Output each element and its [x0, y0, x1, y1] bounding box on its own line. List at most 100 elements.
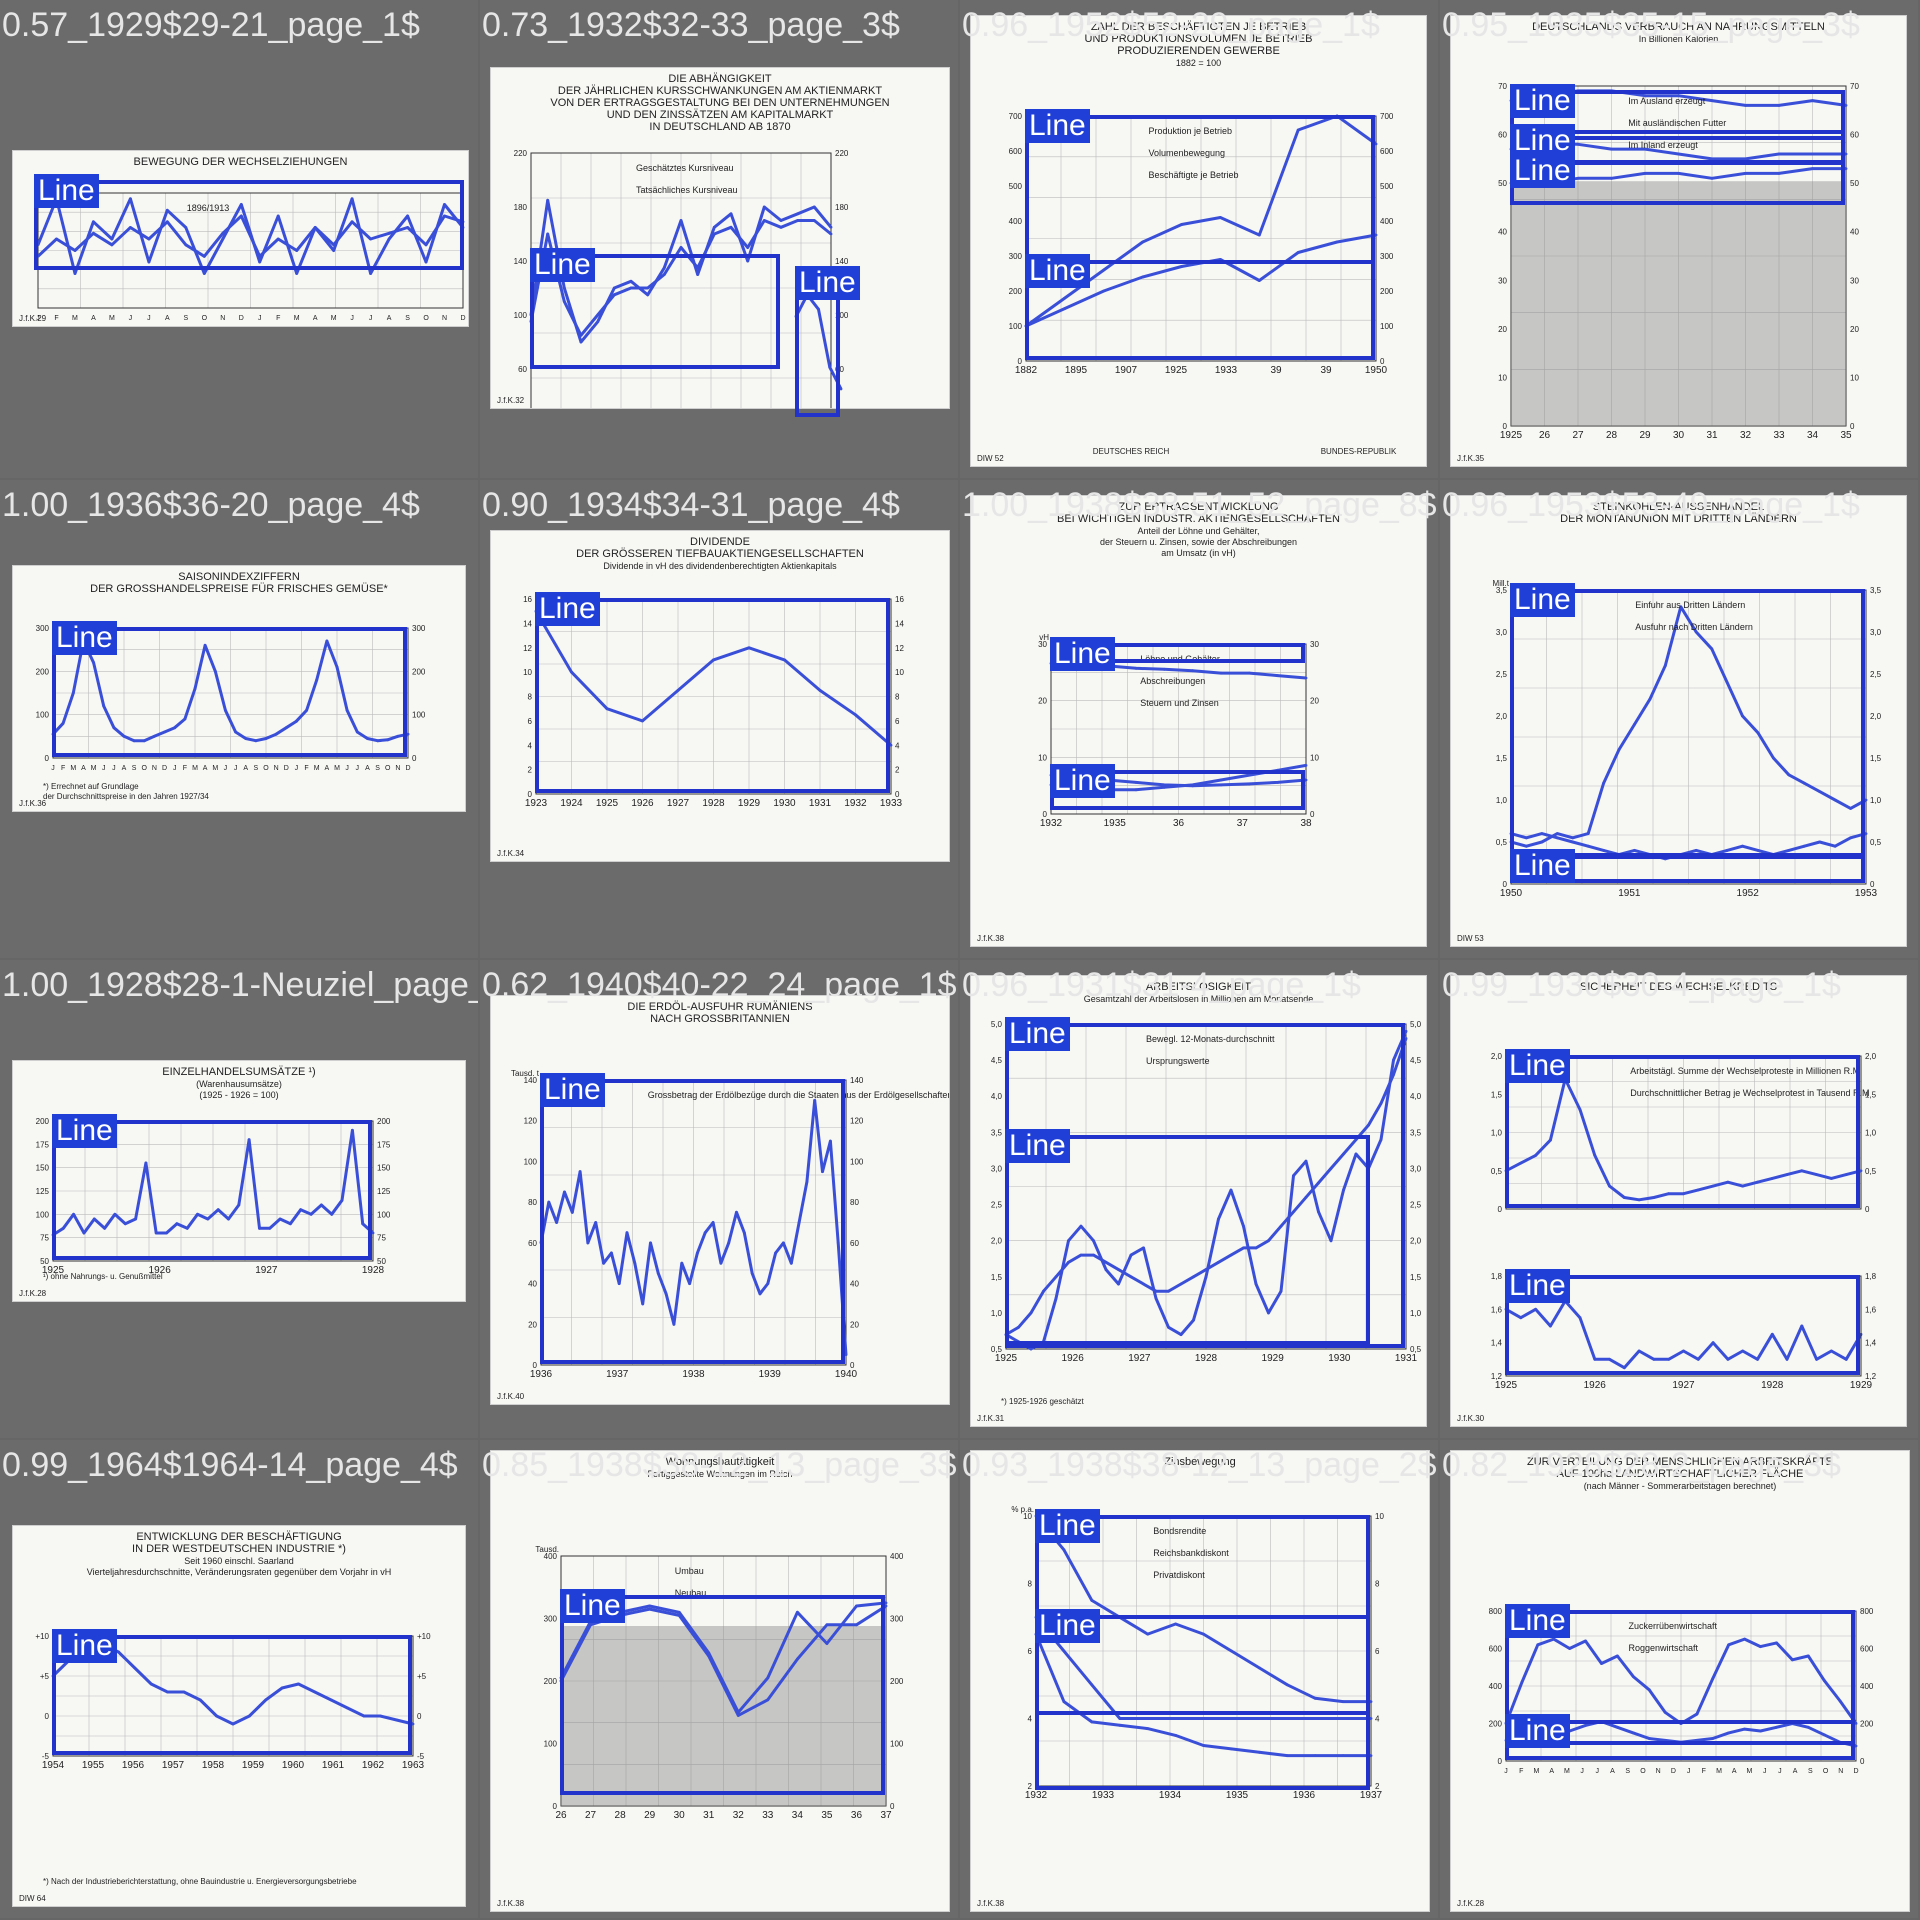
detection-box[interactable]: [52, 1120, 372, 1260]
y-tick-label: 2: [1375, 1782, 1380, 1791]
detection-class-tag: Line: [1035, 1609, 1100, 1643]
y-tick-label: 3,0: [991, 1164, 1003, 1173]
detection-box[interactable]: [1505, 1055, 1860, 1208]
data-point: [1694, 630, 1698, 634]
footer-code: J.f.K.31: [977, 1414, 1005, 1423]
y-tick-label: 70: [1498, 82, 1507, 91]
x-tick-label: 1925: [1500, 430, 1523, 441]
x-tick-label: 32: [733, 1810, 745, 1821]
x-tick-label: 1959: [242, 1760, 265, 1771]
data-point: [1054, 1297, 1058, 1300]
y-tick-label: 1,5: [1865, 1090, 1877, 1099]
data-point: [711, 1221, 715, 1224]
data-point: [1800, 1169, 1804, 1173]
data-point: [216, 1208, 220, 1212]
detection-box[interactable]: [1005, 1135, 1370, 1345]
data-point: [332, 243, 336, 247]
data-point: [797, 1221, 801, 1224]
data-point: [1180, 223, 1183, 226]
y-tick-label: +5: [40, 1672, 50, 1681]
data-point: [629, 279, 633, 283]
data-point: [736, 1710, 740, 1714]
y-tick-label: 10: [895, 668, 904, 677]
x-tick-label: M: [314, 765, 320, 772]
chart-tile[interactable]: 0.99_1964$1964-14_page_4$ ENTWICKLUNG DER…: [0, 1440, 478, 1918]
chart-tile[interactable]: 1.00_1928$28-1-Neuziel_page_2$ EINZELHAND…: [0, 960, 478, 1438]
chart-tile[interactable]: 0.62_1940$40-22_24_page_1$ DIE ERDÖL-AUSF…: [480, 960, 958, 1438]
x-tick-label: 26: [555, 1810, 567, 1821]
data-point: [712, 658, 715, 662]
chart-tile[interactable]: 0.82_1928$28-2_page_3$ ZUR VERTEILUNG DER…: [1440, 1440, 1918, 1918]
x-tick-label: 37: [1237, 818, 1249, 829]
chart-tile[interactable]: 0.90_1934$34-31_page_4$ DIVIDENDE DER GRÖS…: [480, 480, 958, 958]
chart-tile[interactable]: 0.95_1935$35-15_page_3$ DEUTSCHLANDS VERB…: [1440, 0, 1918, 478]
y-tick-label: 100: [412, 711, 426, 720]
data-point: [672, 1322, 676, 1326]
data-point: [1341, 1717, 1345, 1720]
y-tick-label: 800: [1489, 1607, 1503, 1616]
detection-box[interactable]: [1035, 1615, 1370, 1790]
data-point: [779, 219, 783, 222]
chart-title: NACH GROSSBRITANNIEN: [650, 1013, 790, 1025]
y-tick-label: 10: [523, 668, 532, 677]
y-tick-label: 0,5: [1496, 838, 1508, 847]
data-point: [276, 237, 280, 241]
data-point: [1179, 1282, 1183, 1286]
data-point: [1727, 1643, 1731, 1647]
y-tick-label: 20: [850, 1320, 859, 1329]
data-point: [1329, 1167, 1333, 1170]
data-point: [92, 661, 95, 665]
data-point: [1815, 1357, 1818, 1361]
chart-tile[interactable]: 1.00_1938$38-51_52_page_8$ ZUR ERTRAGSENT…: [960, 480, 1438, 958]
data-point: [1154, 1289, 1158, 1293]
y-tick-label: 1,0: [1491, 1129, 1503, 1138]
x-tick-label: A: [91, 315, 96, 322]
data-point: [332, 249, 336, 252]
data-point: [386, 738, 390, 742]
chart-tile[interactable]: 0.96_1952$52-29_page_1$ ZAHL DER BESCHÄFT…: [960, 0, 1438, 478]
data-point: [72, 1212, 75, 1216]
data-point: [92, 1217, 96, 1221]
data-point: [254, 739, 258, 743]
chart-tile[interactable]: 0.57_1929$29-21_page_1$ BEWEGUNG DER WECH…: [0, 0, 478, 478]
detection-box[interactable]: [560, 1595, 885, 1795]
data-point: [92, 220, 95, 224]
detection-box[interactable]: [530, 254, 780, 369]
detection-box[interactable]: [1025, 260, 1375, 360]
x-tick-label: F: [61, 765, 65, 772]
chart-title: ENTWICKLUNG DER BESCHÄFTIGUNG: [136, 1531, 341, 1543]
chart-tile[interactable]: 0.93_1938$38-12_13_page_2$ Zinsbewegung 19…: [960, 1440, 1438, 1918]
data-point: [641, 1302, 645, 1306]
data-point: [1854, 1722, 1858, 1725]
detection-box[interactable]: [1510, 589, 1865, 857]
y-tick-label: 200: [890, 1677, 904, 1686]
chart-tile[interactable]: 1.00_1936$36-20_page_4$ SAISONINDEXZIFFER…: [0, 480, 478, 958]
chart-svg: SICHERHEIT DES WECHSELKREDITS 1925 1926 192…: [1457, 981, 1877, 1423]
data-point: [231, 1722, 235, 1726]
data-point: [884, 1604, 888, 1608]
detection-box[interactable]: [1505, 1610, 1855, 1745]
chart-tile[interactable]: 0.99_1930$30-4_page_1$ SICHERHEIT DES WEC…: [1440, 960, 1918, 1438]
data-point: [1830, 1177, 1833, 1180]
detection-box[interactable]: [52, 1635, 412, 1755]
chart-tile[interactable]: 0.96_1931$31-4_page_1$ ARBEITSLOSIGKEIT Ge…: [960, 960, 1438, 1438]
chart-tile[interactable]: 0.73_1932$32-33_page_3$ DIE ABHÄNGIGKEIT D…: [480, 0, 958, 478]
x-tick-label: N: [152, 765, 157, 772]
tile-filename-label: 0.57_1929$29-21_page_1$: [2, 6, 420, 44]
detection-box[interactable]: [52, 627, 407, 757]
chart-tile[interactable]: 0.96_1953$53-49_page_1$ STEINKOHLEN-AUSSE…: [1440, 480, 1918, 958]
y-tick-label: 100: [1380, 322, 1394, 331]
chart-tile[interactable]: 0.85_1938$38-12_13_page_3$ Wohnungsbautät…: [480, 1440, 958, 1918]
detection-box[interactable]: [540, 1079, 845, 1364]
data-point: [1696, 1357, 1700, 1361]
x-tick-label: M: [1716, 1768, 1722, 1775]
detection-box[interactable]: [1505, 1275, 1860, 1375]
detection-box[interactable]: [535, 598, 890, 793]
scanned-chart-page: DEUTSCHLANDS VERBRAUCH AN NAHRUNGSMITTEL…: [1450, 15, 1907, 467]
annotation: Einfuhr aus Dritten Ländern: [1635, 600, 1745, 610]
data-point: [325, 639, 329, 643]
data-point: [1694, 849, 1698, 852]
detection-box[interactable]: [34, 180, 464, 270]
y-tick-label: 8: [1028, 1580, 1033, 1589]
